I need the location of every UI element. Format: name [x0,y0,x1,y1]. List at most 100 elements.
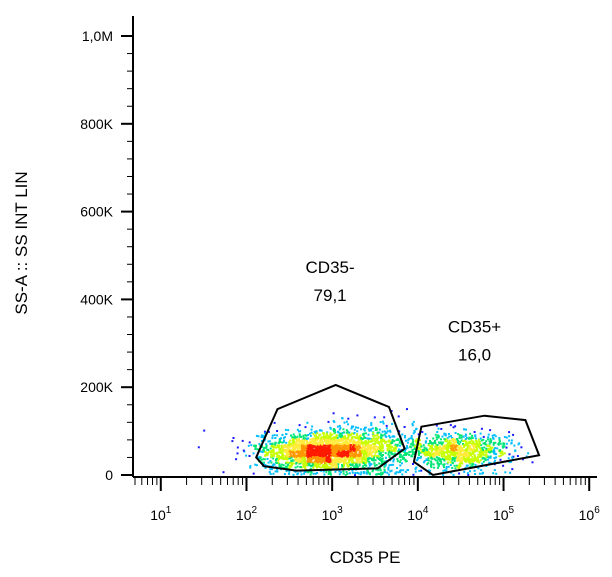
event-dot [410,443,413,446]
event-dot [399,440,402,443]
event-dot [430,464,432,467]
event-dot [346,464,349,466]
event-dot [325,438,328,441]
event-dot [493,469,496,472]
event-dot [325,436,328,439]
event-dot [376,446,379,449]
event-dot [355,426,357,429]
event-dot [447,433,450,435]
event-dot [329,436,332,439]
event-dot [346,455,349,457]
event-dot [450,445,452,448]
event-dot [436,443,439,446]
event-dot [289,439,292,442]
event-dot [310,431,313,434]
event-dot [319,446,322,449]
event-dot [354,455,357,458]
event-dot [318,463,321,466]
event-dot [466,453,469,456]
event-dot [380,436,383,439]
event-dot [449,461,452,464]
event-dot [298,430,300,433]
event-dot [280,463,283,466]
event-dot [417,452,420,455]
event-dot [330,448,333,451]
event-dot [471,455,474,458]
event-dot [458,447,461,450]
event-dot [325,462,328,465]
event-dot [341,458,344,461]
event-dot [470,454,472,457]
event-dot [254,448,257,450]
event-dot [458,443,461,445]
event-dot [395,446,398,449]
event-dot [379,469,382,472]
event-dot [474,458,477,460]
event-dot [335,459,338,462]
event-dot [338,455,341,458]
event-dot [451,462,454,465]
event-dot [333,443,336,446]
event-dot [312,472,315,475]
event-dot [464,443,467,446]
event-dot [474,434,477,437]
event-dot [403,456,405,459]
event-dot [433,454,436,457]
event-dot [305,443,308,446]
event-dot [359,428,362,431]
event-dot [482,435,485,438]
event-dot [406,446,409,449]
event-dot [286,455,289,458]
event-dot [288,472,290,475]
event-dot [293,440,296,443]
event-dot [467,445,470,447]
event-dot [473,450,476,453]
event-dot [377,458,380,460]
event-dot [381,439,384,442]
event-dot [469,444,472,447]
event-dot [401,455,404,458]
event-dot [353,435,356,438]
event-dot [306,458,309,461]
event-dot [314,434,317,437]
event-dot [356,464,359,467]
event-dot [281,457,284,460]
event-dot [298,458,301,461]
event-dot [376,450,379,453]
event-dot [390,469,393,472]
event-dot [340,438,342,440]
event-dot [459,465,462,467]
event-dot [459,445,462,448]
event-dot [517,443,520,446]
event-dot [321,448,324,451]
event-dot [409,450,412,453]
event-dot [436,460,439,463]
event-dot [396,460,399,463]
event-dot [510,439,513,442]
event-dot [505,436,508,439]
event-dot [441,441,444,444]
event-dot [318,453,320,456]
event-dot [297,448,300,451]
event-dot [412,432,415,435]
event-dot [472,451,475,454]
event-dot [323,465,326,468]
event-dot [330,462,333,465]
event-dot [405,439,407,442]
event-dot [309,454,312,457]
event-dot [346,441,349,443]
event-dot [374,440,377,443]
event-dot [460,439,463,442]
event-dot [447,461,449,464]
event-dot [436,450,438,453]
event-dot [384,462,387,465]
event-dot [448,441,451,444]
event-dot [466,464,469,467]
event-dot [301,447,304,450]
event-dot [334,429,336,432]
event-dot [260,434,263,437]
y-tick-label: 0 [105,467,113,483]
event-dot [396,438,399,441]
event-dot [303,472,306,475]
event-dot [277,451,280,454]
